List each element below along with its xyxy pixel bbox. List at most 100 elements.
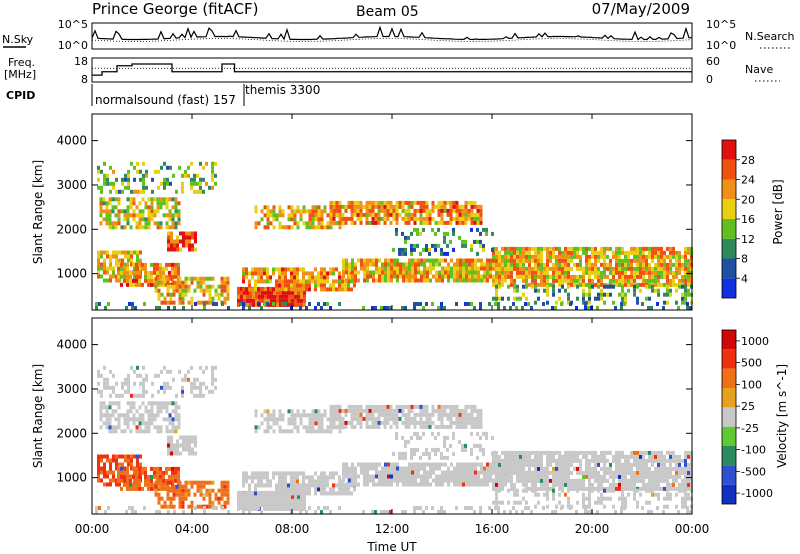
power-cell — [178, 288, 182, 293]
velocity-cell — [350, 424, 354, 429]
power-cell — [417, 266, 420, 271]
velocity-cell — [329, 471, 332, 476]
velocity-cell — [546, 492, 549, 497]
velocity-cell — [341, 487, 344, 492]
power-cell — [338, 283, 341, 288]
velocity-cell — [480, 478, 483, 483]
power-cell — [531, 278, 534, 283]
velocity-cell — [132, 474, 135, 479]
power-cell — [353, 283, 356, 288]
power-cell — [492, 282, 495, 287]
power-cell — [582, 300, 585, 305]
velocity-cell — [275, 483, 278, 488]
power-cell — [100, 185, 103, 190]
velocity-cell — [365, 404, 369, 409]
power-cell — [165, 213, 169, 218]
velocity-cell — [360, 470, 363, 475]
power-cell — [408, 266, 411, 271]
velocity-cell — [486, 482, 489, 487]
velocity-cell — [174, 429, 178, 434]
power-cell — [170, 235, 173, 240]
velocity-cell — [294, 506, 297, 511]
power-cell — [404, 235, 407, 240]
power-cell — [594, 266, 597, 271]
power-cell — [624, 270, 627, 275]
velocity-cell — [181, 385, 184, 390]
velocity-cell — [453, 474, 456, 479]
power-cell — [687, 282, 690, 287]
velocity-cell — [353, 408, 357, 413]
velocity-cell — [425, 408, 429, 413]
velocity-cell — [600, 496, 603, 501]
velocity-cell — [332, 408, 336, 413]
power-cell — [365, 220, 369, 225]
velocity-cell — [163, 381, 166, 386]
power-cell — [260, 275, 263, 280]
power-cell — [97, 258, 100, 263]
power-cell — [470, 208, 474, 213]
power-cell — [422, 220, 426, 225]
velocity-cell — [405, 474, 408, 479]
power-cell — [305, 225, 309, 230]
power-cell — [423, 266, 426, 271]
velocity-cell — [132, 413, 136, 418]
velocity-cell — [266, 471, 269, 476]
velocity-cell — [597, 454, 600, 459]
velocity-cell — [414, 462, 417, 467]
power-cell — [567, 270, 570, 275]
velocity-cell — [444, 474, 447, 479]
velocity-cell — [159, 470, 162, 475]
velocity-cell — [546, 458, 549, 463]
velocity-cell — [177, 417, 181, 422]
velocity-cell — [185, 439, 188, 444]
velocity-cell — [323, 471, 326, 476]
power-cell — [482, 243, 485, 248]
velocity-cell — [266, 506, 269, 510]
power-cell — [597, 284, 600, 289]
power-cell — [196, 181, 199, 186]
power-cell — [136, 161, 139, 166]
velocity-cell — [462, 462, 465, 467]
velocity-cell — [446, 424, 450, 429]
velocity-cell — [294, 494, 297, 499]
power-cell — [150, 278, 153, 283]
power-cell — [109, 278, 112, 283]
velocity-cell — [621, 474, 624, 479]
velocity-cell — [429, 474, 432, 479]
velocity-cell — [124, 381, 127, 386]
power-cell — [199, 284, 203, 289]
velocity-cell — [196, 480, 200, 485]
power-cell — [196, 300, 200, 305]
power-cell — [347, 279, 350, 284]
power-cell — [567, 266, 570, 271]
power-cell — [157, 276, 161, 281]
power-cell — [434, 243, 437, 248]
y-tick-label: 2000 — [56, 426, 87, 440]
velocity-cell — [582, 470, 585, 475]
velocity-cell — [142, 393, 145, 398]
power-cell — [473, 220, 477, 225]
power-cell — [106, 181, 109, 186]
velocity-cell — [384, 470, 387, 475]
velocity-cell — [531, 458, 534, 463]
power-cell — [576, 296, 579, 301]
power-cell — [621, 292, 624, 297]
power-cell — [166, 300, 170, 305]
velocity-cell — [414, 482, 417, 487]
velocity-cell — [266, 483, 269, 488]
velocity-cell — [464, 447, 467, 452]
velocity-cell — [621, 482, 624, 487]
velocity-cell — [639, 474, 642, 479]
power-cell — [393, 266, 396, 271]
velocity-cell — [190, 484, 194, 489]
velocity-cell — [299, 483, 302, 488]
velocity-cell — [296, 479, 299, 484]
velocity-cell — [132, 466, 135, 471]
velocity-cell — [470, 420, 474, 425]
power-cell — [618, 270, 621, 275]
power-cell — [123, 209, 127, 214]
velocity-cell — [285, 498, 288, 503]
power-cell — [261, 294, 264, 299]
velocity-cell — [217, 500, 221, 505]
power-cell — [464, 243, 467, 248]
